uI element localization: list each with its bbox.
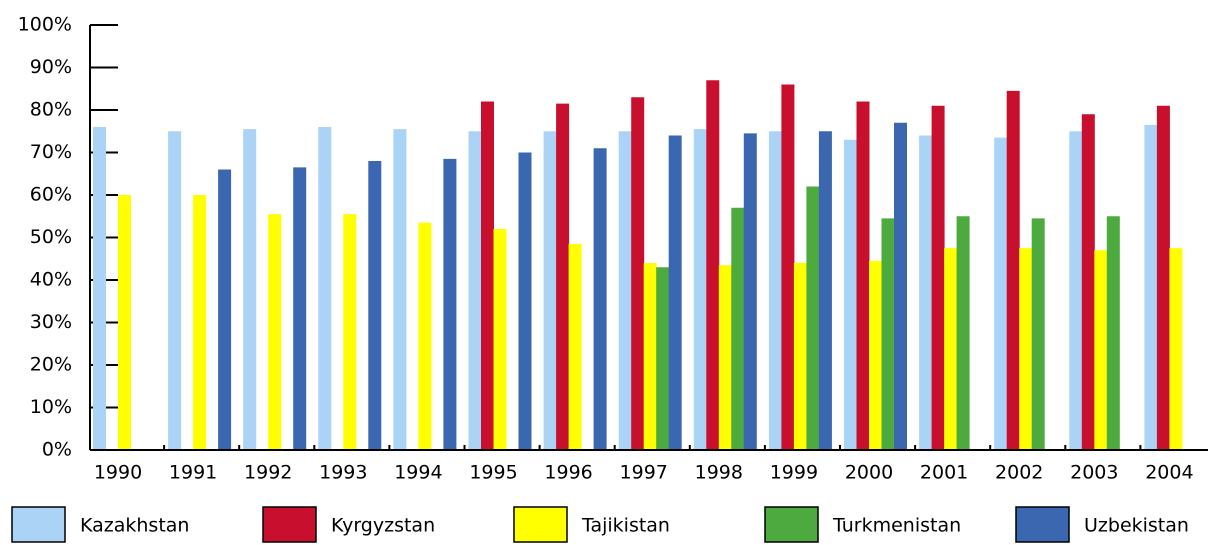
bar: [118, 195, 131, 450]
legend-label: Kazakhstan: [80, 515, 189, 537]
bar: [919, 135, 933, 450]
x-tick-label: 2003: [1070, 462, 1118, 484]
bar: [956, 216, 970, 450]
bar: [818, 131, 832, 450]
bar: [568, 243, 582, 450]
y-tick-label: 30%: [30, 311, 72, 333]
x-tick-label: 2004: [1145, 462, 1193, 484]
bar: [493, 229, 507, 450]
bar: [1019, 248, 1033, 450]
legend-swatch: [764, 506, 819, 543]
y-tick-label: 50%: [30, 226, 72, 248]
legend-swatch: [262, 506, 317, 543]
x-tick-label: 2002: [995, 462, 1043, 484]
bar: [894, 122, 907, 450]
bar: [318, 127, 332, 450]
bar: [869, 260, 882, 450]
bar: [881, 218, 895, 450]
bar: [643, 263, 657, 450]
bar: [844, 139, 857, 450]
bar: [1006, 90, 1020, 450]
bar: [193, 195, 207, 450]
bar: [731, 207, 745, 450]
legend-swatch: [1015, 506, 1070, 543]
bar: [1094, 250, 1108, 450]
bar: [368, 161, 382, 450]
bar: [743, 133, 757, 450]
bar: [518, 152, 532, 450]
bar: [793, 263, 807, 450]
bar: [468, 131, 482, 450]
x-tick-label: 1995: [469, 462, 517, 484]
y-tick-label: 10%: [30, 396, 72, 418]
bar: [931, 105, 945, 450]
bar: [781, 84, 795, 450]
bar: [1106, 216, 1120, 450]
bar: [944, 248, 958, 450]
bar: [418, 222, 432, 450]
bar: [718, 265, 732, 450]
bar: [93, 127, 106, 450]
bar: [481, 101, 494, 450]
bar: [343, 214, 357, 450]
x-tick-label: 1992: [244, 462, 292, 484]
bar: [168, 131, 182, 450]
bar: [1081, 114, 1095, 450]
y-tick-label: 40%: [30, 269, 72, 291]
x-tick-label: 2000: [845, 462, 893, 484]
bar: [1144, 124, 1158, 450]
bar: [293, 167, 307, 450]
bar: [393, 129, 407, 450]
legend-label: Tajikistan: [581, 515, 670, 537]
bar: [618, 131, 632, 450]
bar: [631, 97, 645, 450]
bar: [593, 148, 607, 450]
bar: [856, 101, 870, 450]
bar: [268, 214, 282, 450]
legend-label: Kyrgyzstan: [331, 515, 435, 537]
legend-label: Uzbekistan: [1084, 515, 1189, 537]
y-tick-label: 20%: [30, 354, 72, 376]
y-tick-label: 70%: [30, 141, 72, 163]
bar: [218, 169, 232, 450]
bar: [1069, 131, 1083, 450]
y-tick-label: 60%: [30, 184, 72, 206]
bar: [806, 186, 820, 450]
y-tick-label: 100%: [18, 14, 72, 36]
y-tick-label: 0%: [42, 439, 72, 461]
bar: [1169, 248, 1183, 450]
bar: [706, 80, 720, 450]
bar: [243, 129, 257, 450]
legend-label: Turkmenistan: [832, 515, 961, 537]
legend-swatch: [11, 506, 66, 543]
bar: [1031, 218, 1045, 450]
bar: [443, 158, 457, 450]
bar: [1156, 105, 1170, 450]
x-tick-label: 1997: [620, 462, 668, 484]
legend-swatch: [513, 506, 568, 543]
x-tick-label: 2001: [920, 462, 968, 484]
x-tick-label: 1994: [394, 462, 442, 484]
bar: [693, 129, 707, 450]
bar: [556, 103, 570, 450]
x-tick-label: 1991: [169, 462, 217, 484]
x-tick-label: 1993: [319, 462, 367, 484]
y-tick-label: 90%: [30, 56, 72, 78]
bar: [543, 131, 557, 450]
bar: [994, 137, 1008, 450]
bar: [656, 267, 670, 450]
bar: [768, 131, 782, 450]
x-tick-label: 1990: [94, 462, 142, 484]
y-tick-label: 80%: [30, 99, 72, 121]
bar: [668, 135, 682, 450]
x-tick-label: 1996: [544, 462, 592, 484]
x-tick-label: 1998: [695, 462, 743, 484]
x-tick-label: 1999: [770, 462, 818, 484]
